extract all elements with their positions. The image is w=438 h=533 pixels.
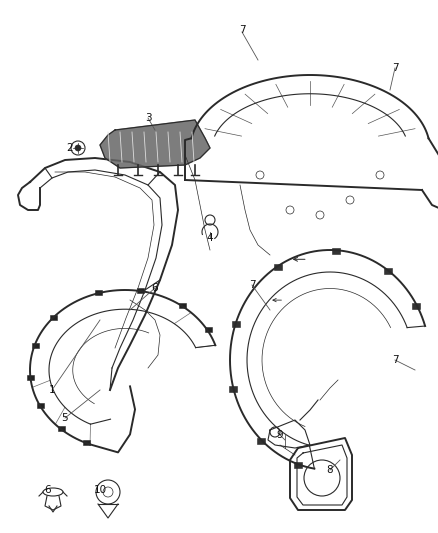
- Bar: [274, 264, 283, 270]
- Bar: [58, 426, 65, 431]
- Bar: [50, 314, 57, 320]
- Text: 6: 6: [45, 485, 51, 495]
- Bar: [205, 327, 212, 333]
- Bar: [412, 303, 420, 309]
- Bar: [28, 375, 35, 379]
- Text: 7: 7: [392, 63, 398, 73]
- Bar: [179, 303, 186, 308]
- Text: 7: 7: [249, 280, 255, 290]
- Text: 5: 5: [62, 413, 68, 423]
- Text: 3: 3: [145, 113, 151, 123]
- Bar: [294, 462, 302, 468]
- Text: 7: 7: [239, 25, 245, 35]
- Bar: [258, 438, 265, 444]
- Bar: [384, 268, 392, 274]
- Bar: [37, 403, 44, 408]
- Bar: [137, 288, 144, 293]
- Text: 8: 8: [327, 465, 333, 475]
- Bar: [232, 321, 240, 327]
- Bar: [32, 343, 39, 348]
- Text: 4: 4: [207, 233, 213, 243]
- Text: 2: 2: [67, 143, 73, 153]
- Text: 6: 6: [152, 283, 158, 293]
- Text: 1: 1: [49, 385, 55, 395]
- Circle shape: [75, 145, 81, 151]
- Bar: [229, 386, 237, 392]
- Polygon shape: [100, 120, 210, 168]
- Bar: [332, 248, 340, 254]
- Text: 7: 7: [392, 355, 398, 365]
- Text: 10: 10: [93, 485, 106, 495]
- Text: 9: 9: [277, 430, 283, 440]
- Bar: [84, 440, 91, 445]
- Bar: [95, 290, 102, 295]
